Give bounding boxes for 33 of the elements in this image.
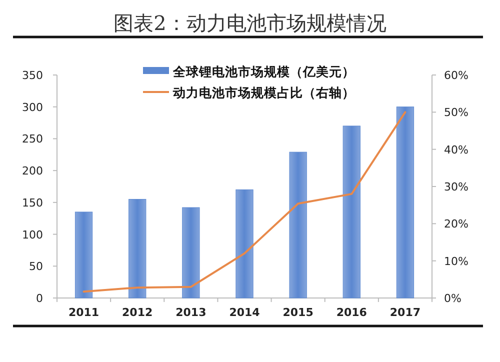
y-tick-label: 300 [22, 100, 43, 114]
y2-tick-label: 20% [444, 218, 468, 231]
x-tick-label: 2015 [282, 306, 314, 319]
bar [396, 106, 414, 298]
y2-tick-label: 50% [444, 106, 468, 120]
x-tick-label: 2014 [229, 306, 260, 319]
bar [128, 198, 146, 298]
bar [74, 212, 93, 298]
legend-label: 全球锂电池市场规模（亿美元） [172, 64, 355, 79]
x-tick-label: 2017 [390, 306, 421, 319]
y2-tick-label: 40% [444, 143, 468, 156]
x-tick-label: 2012 [122, 306, 153, 319]
y-tick-label: 100 [22, 228, 43, 242]
legend-label: 动力电池市场规模占比（右轴） [172, 85, 355, 100]
y-tick-label: 200 [22, 164, 43, 178]
y-tick-label: 350 [22, 69, 43, 82]
y2-tick-label: 10% [444, 254, 468, 268]
y2-tick-label: 30% [444, 180, 468, 194]
bar [342, 126, 360, 298]
y2-tick-label: 60% [444, 69, 468, 82]
y-tick-label: 50 [29, 260, 43, 274]
x-tick-label: 2011 [68, 306, 100, 319]
x-tick-label: 2013 [176, 306, 206, 319]
bar [182, 207, 200, 298]
bar [289, 152, 307, 298]
bar [236, 189, 254, 298]
line-series [82, 111, 406, 293]
y-tick-label: 150 [22, 196, 43, 210]
y-tick-label: 0 [36, 292, 43, 305]
y-tick-label: 250 [22, 132, 43, 146]
chart-title: 图表2：动力电池市场规模情况 [114, 11, 386, 35]
y2-tick-label: 0% [444, 292, 462, 305]
x-tick-label: 2016 [336, 306, 368, 319]
